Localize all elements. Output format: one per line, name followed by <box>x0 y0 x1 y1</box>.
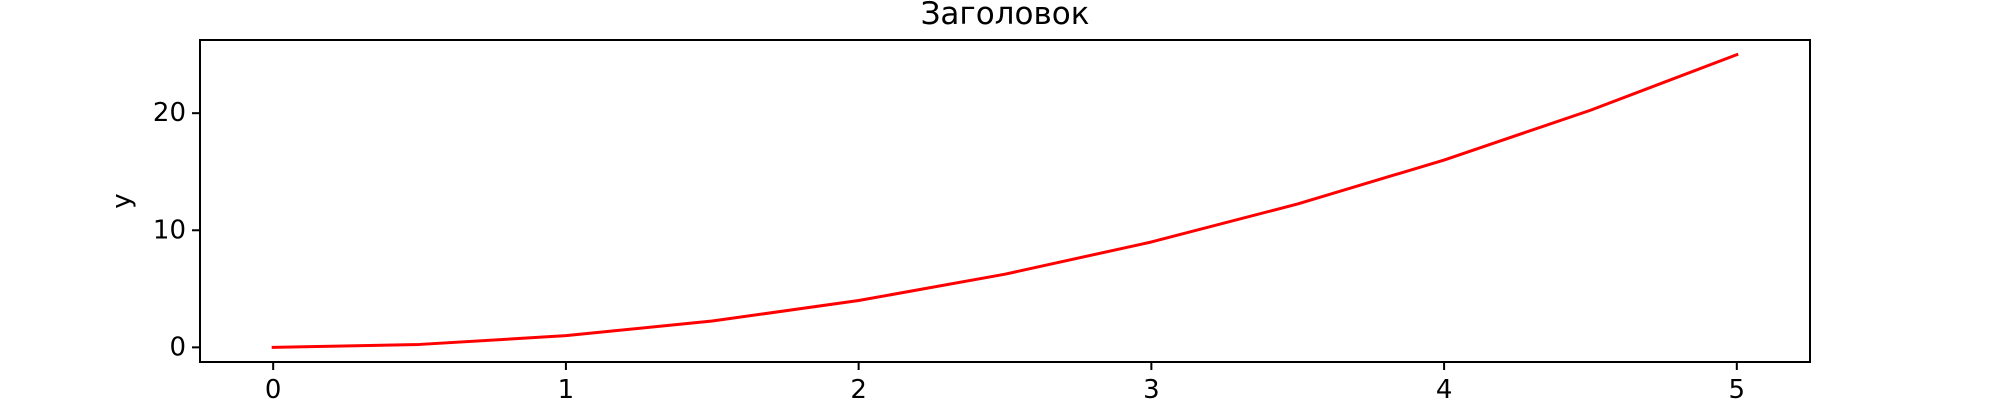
x-tick-label: 5 <box>1729 375 1746 400</box>
x-tick-label: 1 <box>558 375 575 400</box>
y-tick-label: 20 <box>153 98 186 128</box>
x-tick-label: 2 <box>850 375 867 400</box>
chart-title: Заголовок <box>921 0 1090 32</box>
y-tick-label: 0 <box>169 332 186 362</box>
plot-area-frame <box>199 39 1811 363</box>
y-axis-label: y <box>107 193 137 208</box>
series-layer <box>271 52 1739 349</box>
y-axis: 0 10 20 <box>153 98 200 362</box>
series-line-0 <box>271 52 1739 349</box>
x-tick-label: 0 <box>265 375 282 400</box>
x-tick-label: 3 <box>1143 375 1160 400</box>
y-tick-label: 10 <box>153 215 186 245</box>
x-tick-label: 4 <box>1436 375 1453 400</box>
x-axis: 0 1 2 3 4 5 <box>265 362 1745 400</box>
